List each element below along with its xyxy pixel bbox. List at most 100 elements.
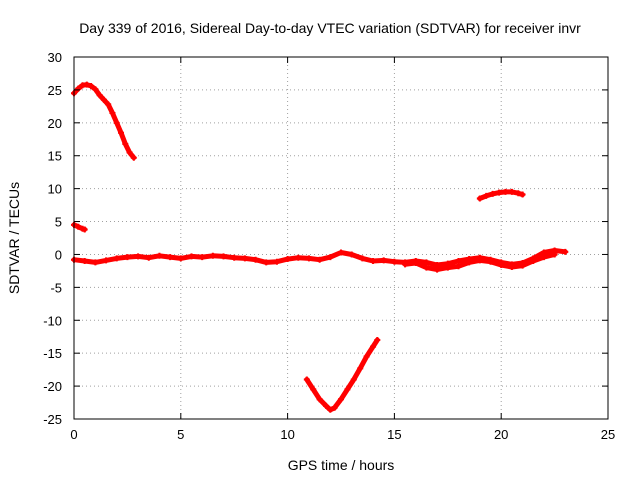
data-point	[391, 258, 398, 265]
series-arc-evening	[476, 188, 526, 202]
chart-title: Day 339 of 2016, Sidereal Day-to-day VTE…	[79, 20, 581, 36]
y-tick-label: -25	[43, 412, 62, 427]
data-points	[71, 81, 569, 413]
series-arc-midday	[303, 337, 381, 413]
data-point	[316, 396, 323, 403]
y-tick-label: 30	[48, 50, 62, 65]
y-tick-label: 25	[48, 83, 62, 98]
data-point	[323, 402, 330, 409]
y-tick-label: 5	[55, 215, 62, 230]
data-point	[109, 109, 116, 116]
data-point	[156, 252, 163, 259]
y-tick-label: -10	[43, 313, 62, 328]
data-point	[92, 86, 99, 93]
x-tick-label: 15	[387, 427, 401, 442]
data-point	[562, 248, 569, 255]
data-point	[231, 254, 238, 261]
data-point	[103, 257, 110, 264]
data-point	[295, 254, 302, 261]
data-point	[188, 253, 195, 260]
data-point	[75, 85, 82, 92]
data-point	[126, 149, 133, 156]
data-point	[476, 257, 483, 264]
data-point	[122, 140, 129, 147]
data-point	[81, 226, 88, 233]
x-tick-labels: 0 5 10 15 20 25	[70, 427, 615, 442]
y-tick-label: 0	[55, 247, 62, 262]
data-point	[483, 192, 490, 199]
plot-frame	[73, 56, 609, 420]
data-point	[370, 258, 377, 265]
data-point	[199, 254, 206, 261]
x-tick-label: 10	[280, 427, 294, 442]
data-point	[310, 386, 317, 393]
data-point	[92, 259, 99, 266]
data-point	[83, 81, 90, 88]
tick-marks	[73, 56, 609, 420]
data-point	[515, 190, 522, 197]
y-tick-label: 10	[48, 182, 62, 197]
data-point	[209, 252, 216, 259]
data-point	[177, 255, 184, 262]
y-tick-label: -20	[43, 379, 62, 394]
series-arc-early-high	[71, 81, 137, 161]
data-point	[305, 255, 312, 262]
data-point	[327, 406, 334, 413]
data-point	[145, 254, 152, 261]
data-point	[88, 82, 95, 89]
data-point	[455, 258, 462, 265]
data-point	[519, 191, 526, 198]
data-point	[273, 258, 280, 265]
data-point	[519, 262, 526, 269]
grid	[74, 57, 608, 419]
data-point	[370, 343, 377, 350]
data-point	[508, 263, 515, 270]
x-tick-label: 5	[177, 427, 184, 442]
data-point	[327, 254, 334, 261]
x-axis-label: GPS time / hours	[288, 457, 395, 473]
data-point	[498, 261, 505, 268]
data-point	[167, 254, 174, 261]
data-point	[357, 365, 364, 372]
data-point	[444, 264, 451, 271]
x-tick-label: 20	[494, 427, 508, 442]
data-point	[363, 353, 370, 360]
data-point	[374, 337, 381, 344]
data-point	[455, 263, 462, 270]
y-axis-label: SDTVAR / TECUs	[6, 182, 22, 294]
data-point	[130, 154, 137, 161]
data-point	[96, 92, 103, 99]
x-tick-label: 25	[601, 427, 615, 442]
data-point	[423, 259, 430, 266]
data-point	[412, 260, 419, 267]
data-point	[100, 96, 107, 103]
y-tick-label: -5	[50, 280, 62, 295]
data-point	[402, 261, 409, 268]
y-tick-label: 20	[48, 116, 62, 131]
data-point	[105, 101, 112, 108]
x-tick-label: 0	[70, 427, 77, 442]
data-point	[540, 254, 547, 261]
data-point	[338, 396, 344, 403]
data-point	[241, 255, 248, 262]
data-point	[113, 255, 120, 262]
data-point	[502, 188, 509, 195]
data-point	[220, 253, 227, 260]
data-point	[496, 189, 503, 196]
data-point	[508, 188, 515, 195]
data-point	[466, 259, 473, 266]
data-point	[124, 254, 131, 261]
data-point	[252, 256, 259, 263]
data-point	[303, 376, 310, 383]
data-point	[344, 386, 351, 393]
y-tick-label: 15	[48, 149, 62, 164]
data-point	[348, 251, 355, 258]
data-point	[316, 256, 323, 263]
data-point	[331, 404, 338, 411]
data-point	[284, 256, 291, 263]
data-point	[551, 251, 558, 258]
data-point	[476, 195, 483, 202]
series-arc-early-low	[71, 221, 88, 233]
y-tick-labels: -25 -20 -15 -10 -5 0 5 10 15 20 25 30	[43, 50, 62, 427]
